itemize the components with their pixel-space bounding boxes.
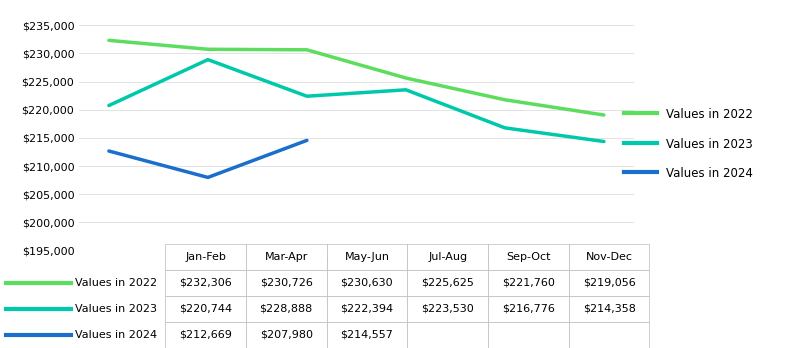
Text: Values in 2022: Values in 2022 (74, 278, 157, 288)
Text: Values in 2023: Values in 2023 (74, 304, 157, 314)
Legend: Values in 2022, Values in 2023, Values in 2024: Values in 2022, Values in 2023, Values i… (623, 108, 753, 180)
Text: Values in 2024: Values in 2024 (74, 330, 157, 340)
